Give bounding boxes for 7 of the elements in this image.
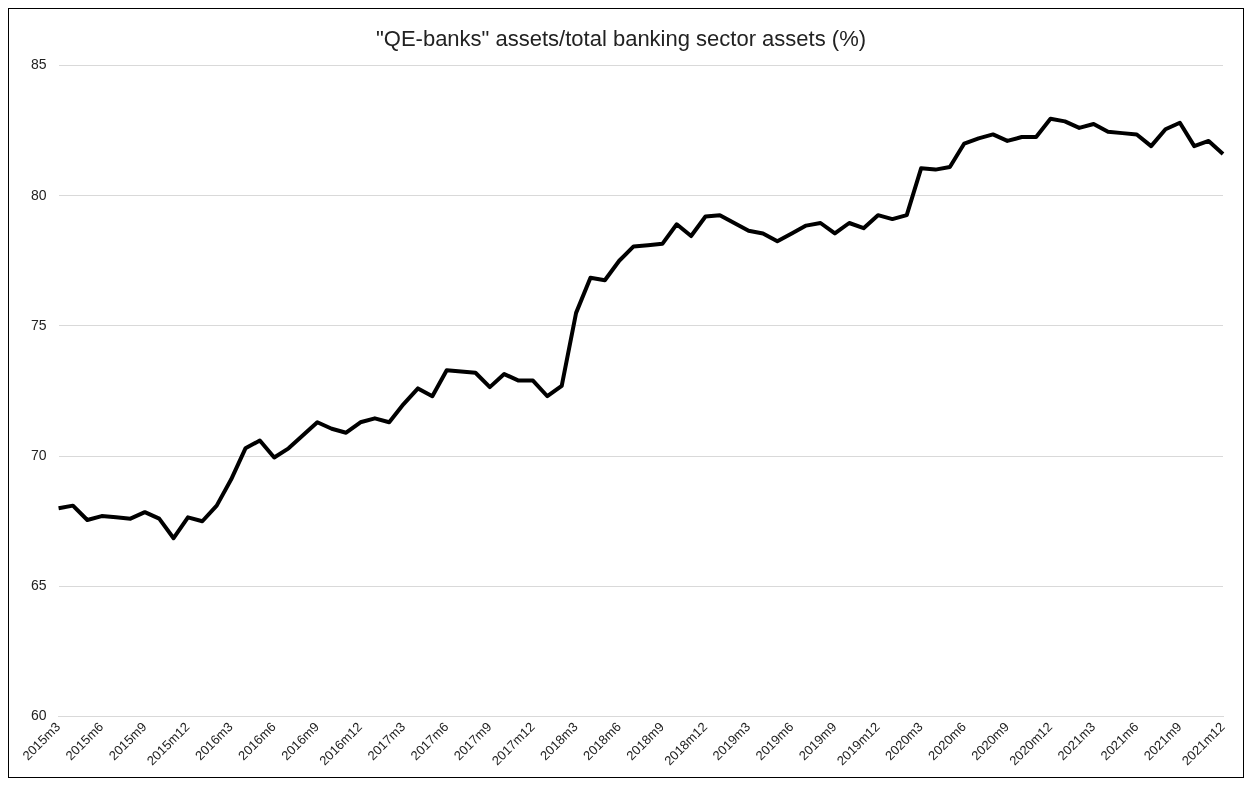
y-tick-label: 85: [30, 56, 47, 73]
y-tick-label: 80: [30, 186, 47, 203]
y-tick-label: 75: [30, 316, 47, 333]
y-tick-label: 60: [30, 707, 47, 724]
y-tick-label: 65: [30, 577, 47, 594]
chart-title: "QE-banks" assets/total banking sector assets (%): [375, 26, 867, 52]
y-tick-label: 70: [30, 447, 47, 463]
